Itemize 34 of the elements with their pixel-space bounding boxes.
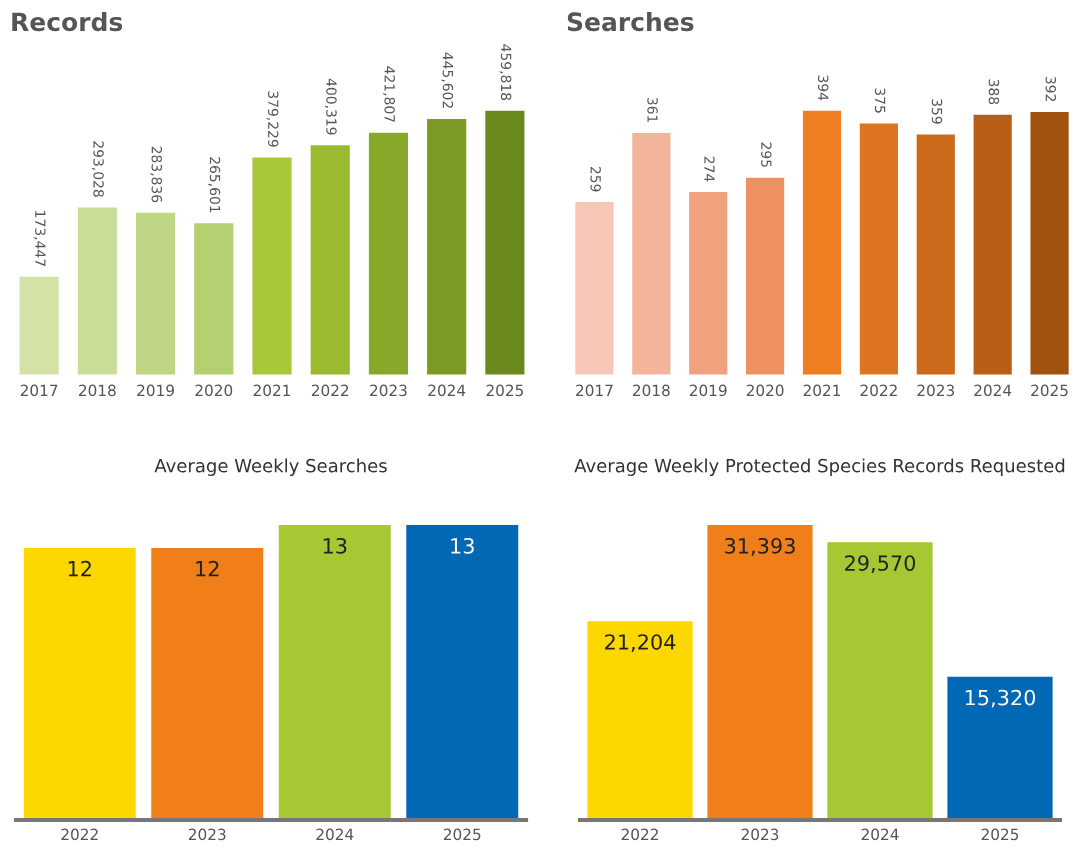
data-label: 13 (323, 537, 347, 554)
bar (629, 130, 674, 376)
bar (970, 112, 1015, 376)
data-label: 15,320 (965, 689, 1036, 708)
bar (944, 674, 1056, 820)
bar (307, 142, 353, 376)
chart-title: Searches (567, 11, 694, 32)
bar (191, 220, 237, 376)
bar (704, 522, 816, 820)
bar (913, 131, 958, 376)
bar (249, 154, 295, 376)
bar (584, 618, 696, 820)
bar (824, 539, 936, 820)
bar (366, 129, 411, 376)
bar (857, 120, 901, 376)
data-label: 12 (196, 560, 219, 577)
chart-title: Average Weekly Searches (154, 458, 387, 476)
data-label: 31,393 (725, 537, 795, 556)
chart-title: Records (12, 11, 123, 32)
bar (1027, 109, 1072, 376)
data-label: 13 (451, 537, 474, 554)
bar (686, 189, 731, 376)
bar (16, 274, 62, 376)
bar (133, 210, 178, 376)
bar (424, 116, 470, 376)
chart-title: Average Weekly Protected Species Records Requested (574, 458, 1065, 476)
bar (572, 199, 617, 376)
bar (800, 107, 844, 376)
bar (74, 204, 120, 376)
data-label: 12 (68, 560, 91, 577)
data-label: 29,570 (845, 555, 916, 574)
bar (482, 107, 528, 376)
data-label: 21,204 (605, 634, 676, 653)
bar (743, 174, 787, 376)
